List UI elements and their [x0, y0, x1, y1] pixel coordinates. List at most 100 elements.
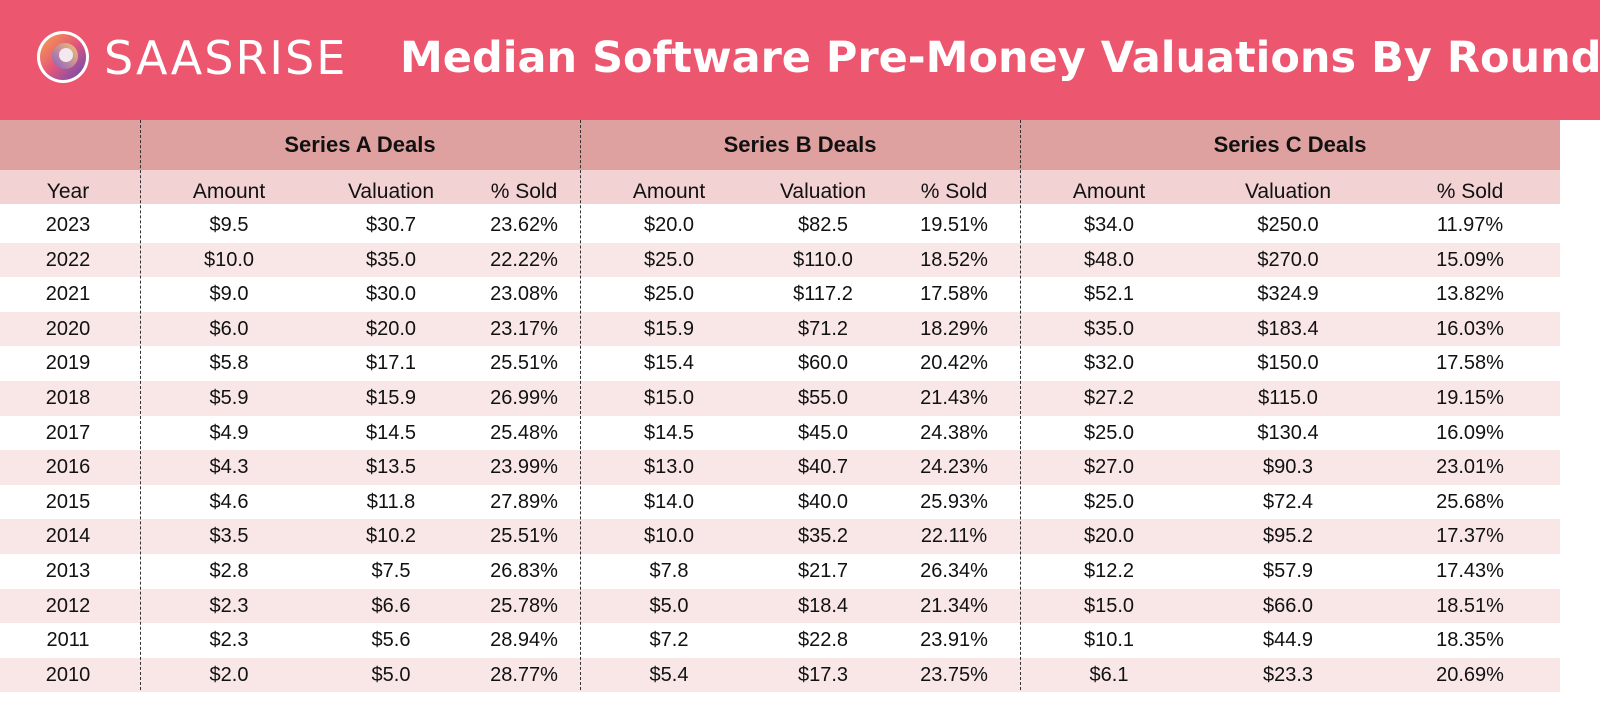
- table-cell: $25.0: [643, 283, 695, 306]
- table-cell: $55.0: [797, 387, 849, 409]
- table-cell: 25.51%: [490, 352, 558, 375]
- table-cell: 23.75%: [920, 663, 988, 686]
- table-cell: $6.1: [1089, 663, 1129, 686]
- table-cell: 11.97%: [1436, 214, 1504, 236]
- table-cell: 17.43%: [1436, 560, 1504, 582]
- table-row: [0, 277, 1560, 312]
- table-row: [0, 554, 1560, 589]
- column-header: % Sold: [490, 180, 558, 203]
- table-row: [0, 588, 1560, 624]
- table-cell: $6.0: [209, 317, 249, 340]
- table-row: [0, 623, 1560, 658]
- group-header-series-c: Series C Deals: [1213, 132, 1367, 157]
- year-cell: 2022: [45, 248, 91, 271]
- table-row: [0, 311, 1560, 347]
- table-row: [0, 657, 1560, 693]
- table-cell: 20.69%: [1436, 663, 1504, 686]
- table-cell: 24.38%: [920, 421, 988, 444]
- page-title: Median Software Pre-Money Valuations By …: [400, 33, 1600, 83]
- table-cell: $20.0: [643, 214, 695, 236]
- table-cell: $7.5: [371, 560, 411, 582]
- table-cell: 21.43%: [920, 387, 988, 409]
- table-cell: $2.3: [209, 629, 249, 652]
- table-row: [0, 381, 1560, 416]
- saasrise-logo-icon: [37, 31, 89, 83]
- table-cell: 23.99%: [490, 456, 558, 479]
- table-cell: $2.3: [209, 594, 249, 617]
- table-cell: 19.51%: [920, 214, 988, 236]
- table-cell: 23.91%: [920, 629, 988, 652]
- table-cell: $35.0: [1083, 317, 1135, 340]
- table-cell: 25.48%: [490, 421, 558, 444]
- table-cell: 18.35%: [1436, 629, 1504, 652]
- table-cell: $17.3: [797, 663, 849, 686]
- table-cell: 25.68%: [1436, 490, 1504, 513]
- table-cell: 22.22%: [490, 248, 558, 271]
- group-header-series-b: Series B Deals: [723, 132, 877, 157]
- table-cell: $18.4: [797, 594, 849, 617]
- table-cell: $15.9: [365, 387, 417, 409]
- column-header-band: [0, 170, 1560, 204]
- table-cell: 17.37%: [1436, 525, 1504, 548]
- table-cell: $35.2: [797, 525, 849, 548]
- table-cell: $3.5: [209, 525, 249, 548]
- year-cell: 2010: [45, 663, 91, 686]
- table-row: [0, 415, 1560, 451]
- table-cell: $15.0: [1083, 594, 1135, 617]
- table-cell: $32.0: [1083, 352, 1135, 375]
- title-bar: SAASRISE Median Software Pre-Money Valua…: [0, 0, 1600, 120]
- table-cell: $5.0: [371, 663, 411, 686]
- table-row: [0, 242, 1560, 278]
- table-cell: $183.4: [1257, 317, 1319, 340]
- table-cell: $27.0: [1083, 456, 1135, 479]
- table-row: [0, 519, 1560, 554]
- table-cell: $250.0: [1257, 214, 1319, 236]
- column-header: Year: [46, 180, 90, 203]
- table-cell: $48.0: [1083, 248, 1135, 271]
- table-cell: $15.4: [643, 352, 695, 375]
- column-header: Amount: [632, 180, 706, 203]
- table-cell: $10.1: [1083, 629, 1135, 652]
- table-cell: 28.77%: [490, 663, 558, 686]
- table-cell: $5.9: [209, 387, 249, 409]
- table-cell: $25.0: [1083, 490, 1135, 513]
- table-cell: $25.0: [643, 248, 695, 271]
- table-cell: $10.2: [365, 525, 417, 548]
- table-cell: $150.0: [1257, 352, 1319, 375]
- table-cell: $66.0: [1262, 594, 1314, 617]
- table-cell: 23.08%: [490, 283, 558, 306]
- table-cell: $115.0: [1258, 387, 1318, 409]
- column-header: % Sold: [920, 180, 988, 203]
- table-cell: $5.0: [649, 594, 689, 617]
- group-header-series-a: Series A Deals: [284, 132, 436, 157]
- table-cell: 26.83%: [490, 560, 558, 582]
- table-cell: 27.89%: [490, 490, 558, 513]
- table-cell: 16.09%: [1436, 421, 1504, 444]
- table-cell: $35.0: [365, 248, 417, 271]
- table-cell: $7.8: [649, 560, 689, 582]
- column-header: Amount: [192, 180, 266, 203]
- table-cell: 17.58%: [920, 283, 988, 306]
- table-cell: 21.34%: [920, 594, 988, 617]
- table-cell: 13.82%: [1436, 283, 1504, 306]
- table-cell: 17.58%: [1436, 352, 1504, 375]
- year-cell: 2017: [45, 421, 91, 444]
- table-cell: 18.51%: [1436, 594, 1504, 617]
- table-cell: $14.5: [365, 421, 417, 444]
- table-cell: 18.52%: [920, 248, 988, 271]
- table-cell: 18.29%: [920, 317, 988, 340]
- table-cell: $13.0: [643, 456, 695, 479]
- table-cell: $270.0: [1257, 248, 1319, 271]
- table-cell: $25.0: [1083, 421, 1135, 444]
- table-cell: $82.5: [797, 214, 849, 236]
- table-cell: $10.0: [643, 525, 695, 548]
- year-cell: 2014: [45, 525, 91, 548]
- brand-name: SAASRISE: [104, 31, 348, 85]
- column-header: Valuation: [347, 180, 434, 203]
- table-cell: 15.09%: [1436, 248, 1504, 271]
- table-cell: 16.03%: [1436, 317, 1504, 340]
- table-cell: $44.9: [1262, 629, 1314, 652]
- table-cell: $4.3: [209, 456, 249, 479]
- year-cell: 2011: [46, 629, 90, 652]
- table-cell: $95.2: [1262, 525, 1314, 548]
